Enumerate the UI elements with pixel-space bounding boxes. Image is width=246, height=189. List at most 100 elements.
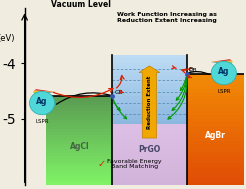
Bar xyxy=(187,141,244,145)
Bar xyxy=(46,159,112,162)
Bar xyxy=(46,164,112,167)
Bar xyxy=(46,135,112,138)
Bar xyxy=(46,138,112,141)
Polygon shape xyxy=(33,92,55,94)
Bar xyxy=(46,150,112,153)
Bar xyxy=(112,96,187,100)
Bar xyxy=(112,65,187,69)
Bar xyxy=(46,162,112,164)
Bar xyxy=(187,111,244,115)
Bar xyxy=(112,127,187,130)
Text: Favorable Energy
Band Matching: Favorable Energy Band Matching xyxy=(107,159,161,169)
Bar xyxy=(112,136,187,139)
Bar xyxy=(112,72,187,76)
Text: (eV): (eV) xyxy=(0,34,15,43)
Bar xyxy=(187,170,244,174)
Polygon shape xyxy=(211,60,232,62)
Polygon shape xyxy=(211,62,232,64)
Bar xyxy=(46,99,112,102)
Bar xyxy=(187,78,244,82)
Bar xyxy=(46,179,112,182)
Polygon shape xyxy=(211,62,231,65)
Bar xyxy=(187,96,244,100)
Bar xyxy=(112,176,187,179)
Bar xyxy=(112,164,187,167)
Bar xyxy=(46,141,112,144)
Bar xyxy=(46,182,112,185)
Bar xyxy=(112,110,187,114)
Text: Ag: Ag xyxy=(218,67,230,77)
Bar xyxy=(112,130,187,133)
Bar xyxy=(112,83,187,86)
Bar xyxy=(112,117,187,121)
Polygon shape xyxy=(33,91,55,93)
Bar xyxy=(112,103,187,107)
Text: ✓: ✓ xyxy=(97,159,105,169)
Bar xyxy=(46,102,112,105)
Bar xyxy=(187,148,244,152)
Bar xyxy=(112,55,187,58)
Bar xyxy=(187,119,244,122)
Bar xyxy=(187,152,244,156)
Bar xyxy=(112,161,187,164)
Text: Reduction Extent: Reduction Extent xyxy=(147,75,152,129)
Bar xyxy=(46,129,112,132)
Bar xyxy=(46,170,112,173)
Bar xyxy=(112,143,187,146)
Text: AgCl: AgCl xyxy=(70,142,89,151)
Bar xyxy=(187,74,244,78)
Bar xyxy=(187,181,244,185)
Bar xyxy=(46,126,112,129)
Bar xyxy=(46,153,112,156)
Text: AgBr: AgBr xyxy=(205,131,226,140)
Bar xyxy=(112,155,187,158)
Bar xyxy=(46,120,112,123)
Bar xyxy=(112,62,187,65)
Bar xyxy=(187,108,244,111)
Bar xyxy=(112,86,187,89)
FancyArrow shape xyxy=(139,66,160,138)
Bar xyxy=(112,182,187,185)
Bar xyxy=(112,170,187,173)
Bar xyxy=(187,130,244,133)
Bar xyxy=(112,149,187,152)
Bar xyxy=(46,132,112,135)
Bar xyxy=(187,167,244,170)
Polygon shape xyxy=(34,92,55,95)
Bar xyxy=(187,122,244,126)
Text: Ag: Ag xyxy=(36,98,48,106)
Bar xyxy=(187,145,244,148)
Bar xyxy=(112,69,187,72)
Bar xyxy=(46,156,112,159)
Bar xyxy=(112,79,187,83)
Bar xyxy=(187,100,244,104)
Bar xyxy=(112,121,187,124)
Text: Work Function Increasing as
Reduction Extent Increasing: Work Function Increasing as Reduction Ex… xyxy=(117,12,217,23)
Bar xyxy=(187,89,244,93)
Bar xyxy=(112,93,187,96)
Bar xyxy=(187,159,244,163)
Text: LSPR: LSPR xyxy=(35,119,49,124)
Bar xyxy=(46,105,112,108)
Bar xyxy=(187,104,244,108)
Bar xyxy=(187,82,244,85)
Bar xyxy=(112,179,187,182)
Bar xyxy=(46,111,112,114)
Bar xyxy=(112,173,187,176)
Text: PrGO: PrGO xyxy=(138,145,161,154)
Bar xyxy=(187,126,244,130)
Text: B: B xyxy=(189,67,193,72)
Bar xyxy=(112,76,187,79)
Ellipse shape xyxy=(211,61,236,85)
Bar xyxy=(46,144,112,147)
Bar xyxy=(112,158,187,161)
Bar xyxy=(187,174,244,178)
Bar xyxy=(187,115,244,119)
Bar xyxy=(112,146,187,149)
Bar xyxy=(187,137,244,141)
Bar xyxy=(112,100,187,103)
Bar xyxy=(46,176,112,179)
Bar xyxy=(46,147,112,150)
Polygon shape xyxy=(33,90,55,92)
Bar xyxy=(112,89,187,93)
